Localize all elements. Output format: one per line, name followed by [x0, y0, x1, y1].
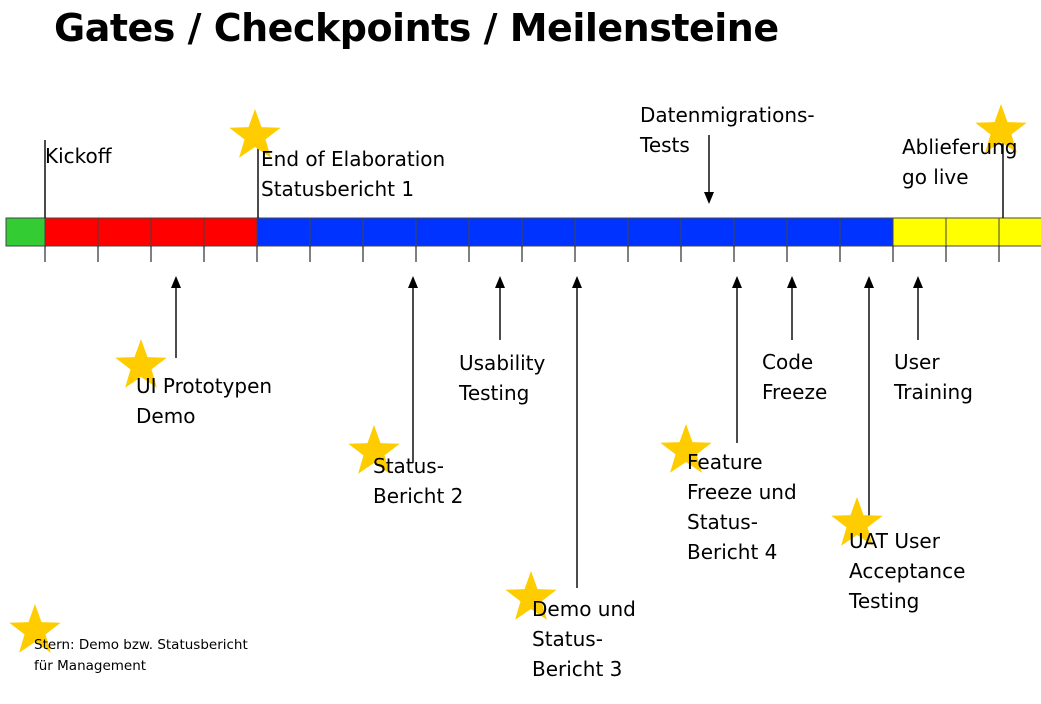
timeline-segment-blue [574, 217, 629, 247]
label-line: Testing [849, 589, 920, 613]
label-feature-freeze: Feature Freeze und Status- Bericht 4 [687, 447, 797, 567]
usability-arrow-head [495, 276, 505, 288]
label-line: Statusbericht 1 [261, 177, 415, 201]
star-ui-prototype-icon [115, 339, 167, 388]
timeline-segment-blue [627, 217, 682, 247]
label-line: Code [762, 350, 814, 374]
label-line: Demo und [532, 597, 636, 621]
page-title: Gates / Checkpoints / Meilensteine [54, 6, 779, 50]
label-line: Tests [640, 133, 690, 157]
timeline-segment-yellow [945, 217, 1000, 247]
timeline-segment-blue [521, 217, 576, 247]
star-end-of-elaboration-icon [229, 109, 281, 158]
label-kickoff: Kickoff [45, 141, 112, 171]
data-migration-arrow-head [704, 192, 714, 204]
legend-line: für Management [34, 658, 147, 674]
label-line: Bericht 3 [532, 657, 623, 681]
label-end-of-elaboration: End of Elaboration Statusbericht 1 [261, 144, 445, 204]
timeline-segment-yellow [892, 217, 947, 247]
label-code-freeze: Code Freeze [762, 347, 827, 407]
timeline-segment-blue [256, 217, 311, 247]
timeline-segment-blue [786, 217, 841, 247]
label-usability-testing: Usability Testing [459, 348, 545, 408]
star-feature-freeze-icon [660, 424, 712, 473]
label-line: Status- [532, 627, 603, 651]
label-line: Bericht 4 [687, 540, 778, 564]
status-report-3-arrow-head [572, 276, 582, 288]
label-line: Kickoff [45, 144, 112, 168]
legend: Stern: Demo bzw. Statusbericht für Manag… [34, 635, 248, 677]
timeline-segment-red [44, 217, 99, 247]
label-line: Bericht 2 [373, 484, 464, 508]
label-line: Status- [373, 454, 444, 478]
legend-line: Stern: Demo bzw. Statusbericht [34, 637, 248, 653]
star-legend-icon [9, 604, 61, 653]
timeline-segment-blue [415, 217, 470, 247]
label-line: Datenmigrations- [640, 103, 815, 127]
label-line: go live [902, 165, 969, 189]
label-data-migration-tests: Datenmigrations- Tests [640, 100, 815, 160]
label-line: End of Elaboration [261, 147, 446, 171]
label-delivery-go-live: Ablieferung go live [902, 132, 1017, 192]
timeline-segment-blue [309, 217, 364, 247]
timeline-segment-blue [733, 217, 788, 247]
label-line: UAT User [849, 529, 940, 553]
label-demo-status-report-3: Demo und Status- Bericht 3 [532, 594, 636, 684]
label-line: Feature [687, 450, 763, 474]
star-status-report-2-icon [348, 425, 400, 474]
label-line: Status- [687, 510, 758, 534]
timeline-segment-red [150, 217, 205, 247]
star-go-live-icon [975, 104, 1027, 153]
star-uat-icon [831, 497, 883, 546]
user-training-arrow-head [913, 276, 923, 288]
timeline-segment-blue [839, 217, 894, 247]
label-line: Usability [459, 351, 546, 375]
label-uat: UAT User Acceptance Testing [849, 526, 965, 616]
timeline-segment-yellow [998, 217, 1041, 247]
stars [9, 104, 1027, 653]
feature-freeze-arrow-head [732, 276, 742, 288]
timeline-segment-blue [468, 217, 523, 247]
label-line: Ablieferung [902, 135, 1018, 159]
uat-arrow-head [864, 276, 874, 288]
ui-prototype-arrow-head [171, 276, 181, 288]
label-line: Acceptance [849, 559, 966, 583]
label-line: Demo [136, 404, 196, 428]
timeline-segment-blue [680, 217, 735, 247]
label-user-training: User Training [894, 347, 973, 407]
label-ui-prototype-demo: UI Prototypen Demo [136, 371, 272, 431]
label-line: User [894, 350, 940, 374]
label-line: Freeze [762, 380, 828, 404]
connector-lines [44, 135, 1004, 588]
label-status-report-2: Status- Bericht 2 [373, 451, 463, 511]
timeline-bar [5, 217, 1041, 262]
timeline-segment-green [5, 217, 46, 247]
code-freeze-arrow-head [787, 276, 797, 288]
timeline-segment-blue [362, 217, 417, 247]
label-line: UI Prototypen [136, 374, 273, 398]
label-line: Testing [459, 381, 530, 405]
timeline-segment-red [97, 217, 152, 247]
star-status-report-3-icon [505, 571, 557, 620]
status-report-2-arrow-head [408, 276, 418, 288]
label-line: Training [894, 380, 973, 404]
timeline-segment-red [203, 217, 258, 247]
label-line: Freeze und [687, 480, 797, 504]
